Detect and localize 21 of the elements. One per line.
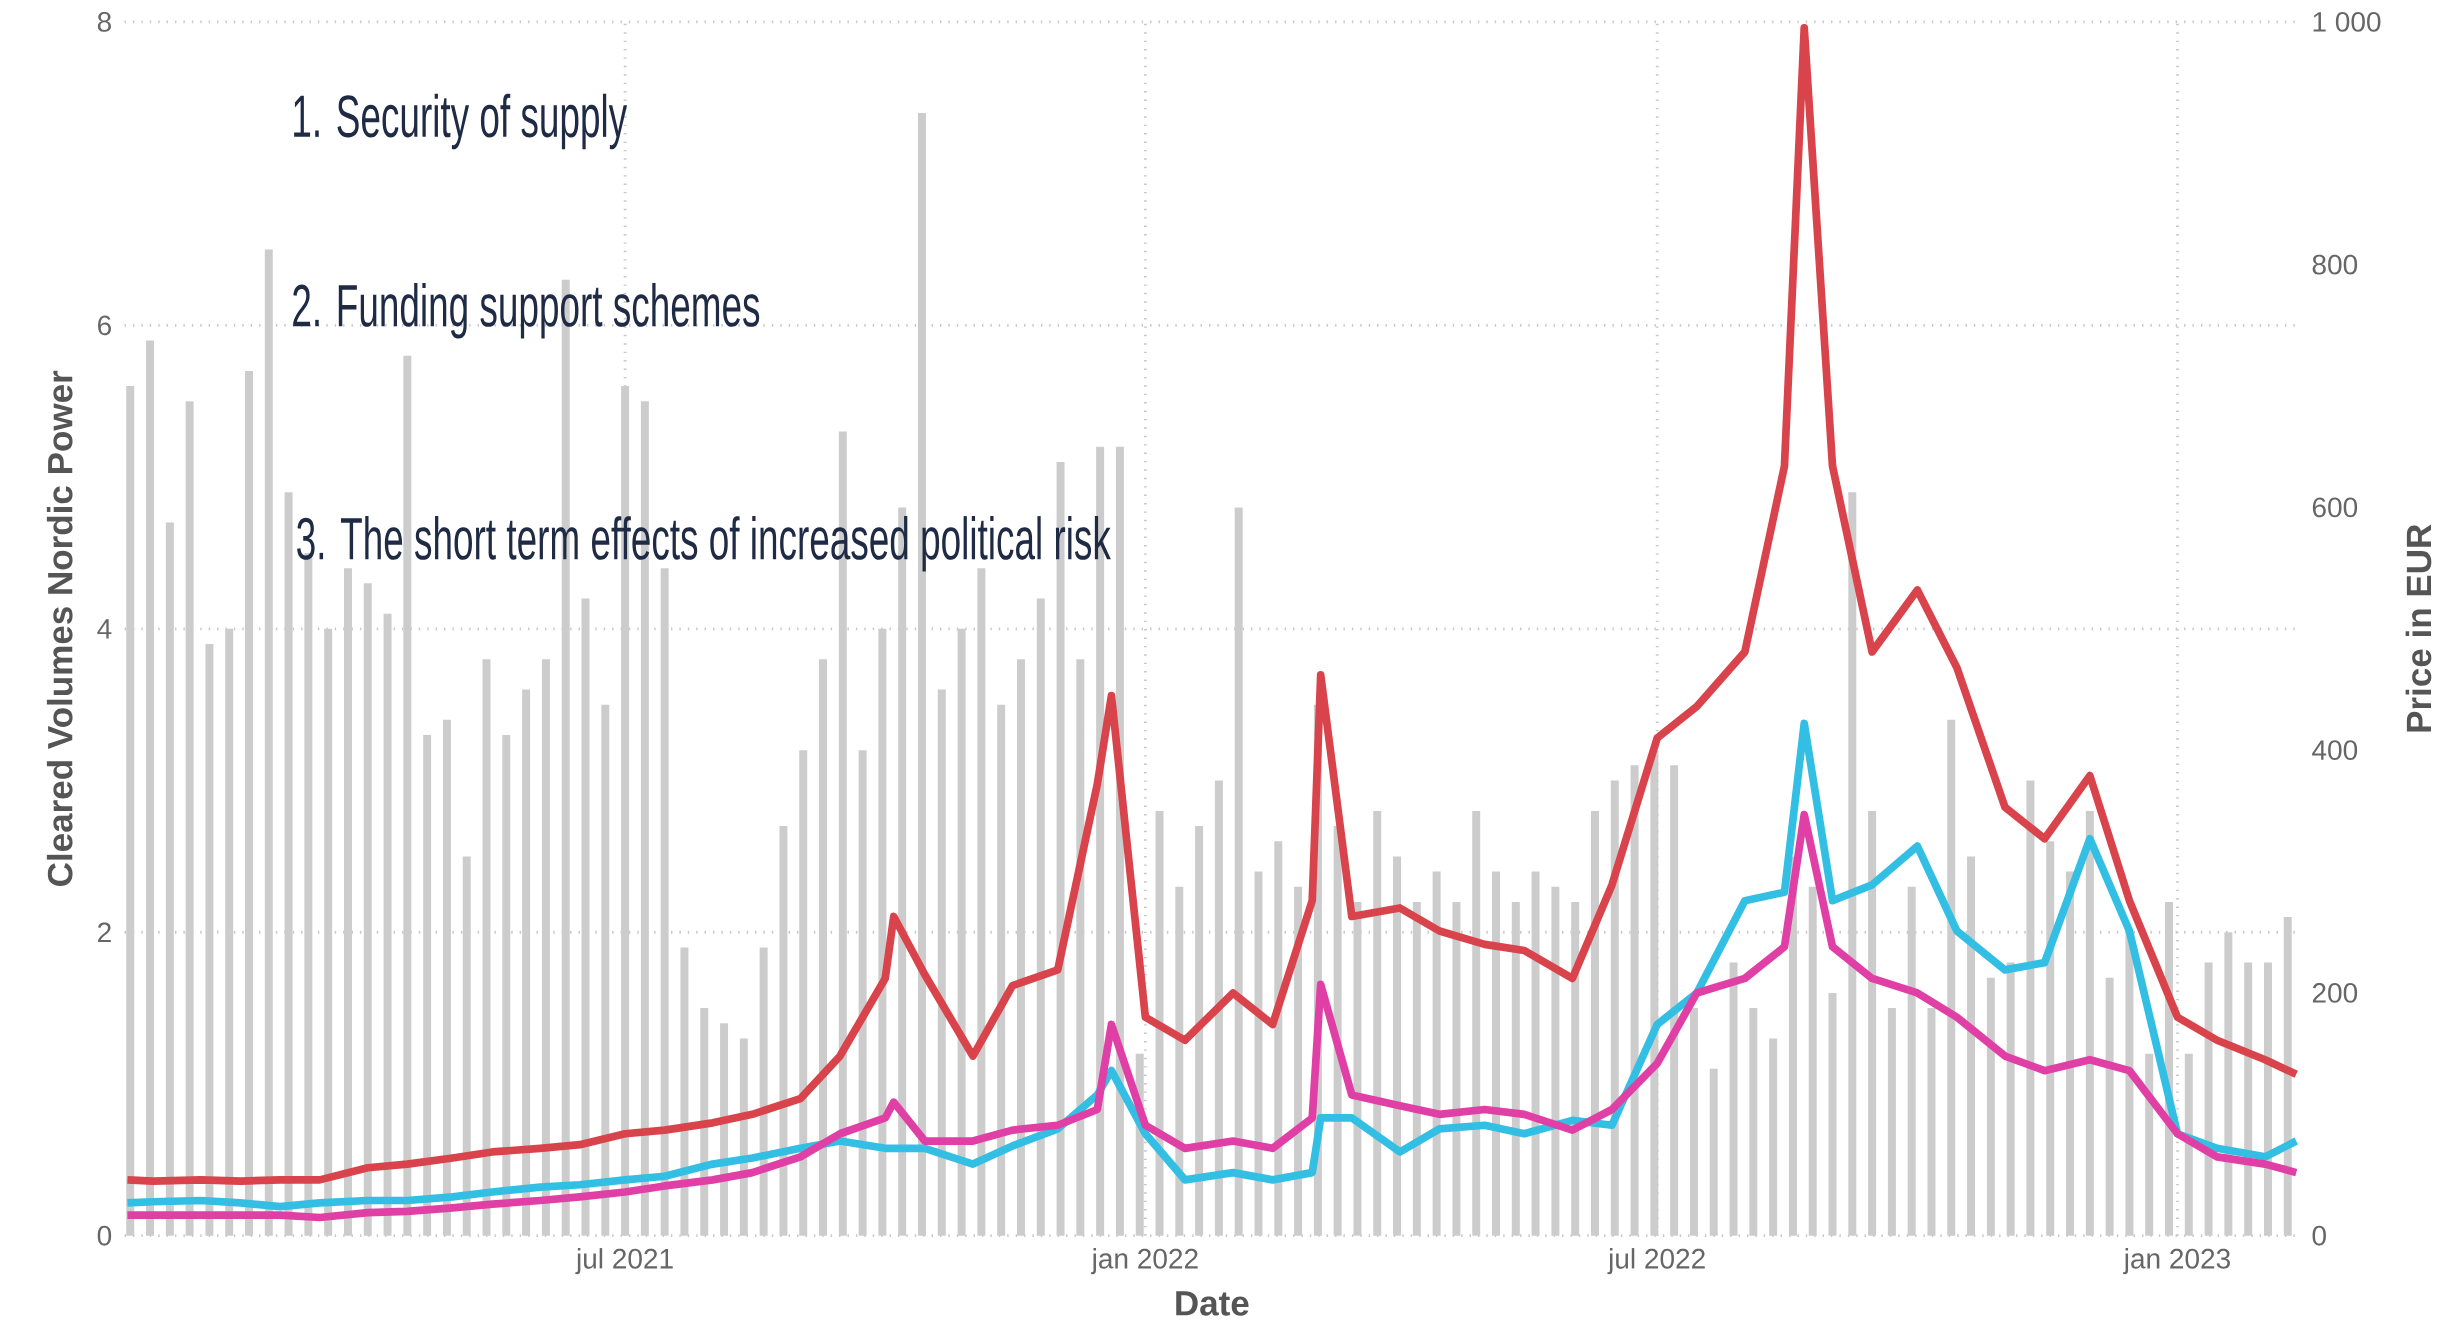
y-axis-title: Cleared Volumes Nordic Power	[46, 370, 73, 886]
annotation: 3. The short term effects of increased political risk	[297, 515, 1111, 572]
annotation: 2. Funding support schemes	[293, 282, 760, 339]
x-tick-label: jan 2022	[1090, 1247, 1198, 1275]
x-tick-label: jan 2023	[2123, 1247, 2230, 1275]
y2-tick-label: 800	[2312, 254, 2358, 275]
y-tick-label: 2	[98, 922, 111, 942]
y-tick-label: 4	[97, 619, 112, 639]
x-tick-label: jul 2021	[575, 1247, 673, 1275]
y2-axis-title: Price in EUR	[2405, 524, 2432, 732]
y2-tick-label: 600	[2312, 497, 2358, 518]
y2-tick-label: 1 000	[2313, 11, 2381, 32]
annotation: 1. Security of supply	[294, 93, 628, 150]
y2-tick-label: 200	[2312, 982, 2358, 1003]
y2-tick-label: 0	[2312, 1225, 2326, 1246]
y-tick-label: 6	[98, 315, 111, 336]
y-tick-label: 0	[97, 1225, 112, 1246]
x-tick-label: jul 2022	[1607, 1247, 1705, 1275]
x-axis-title: Date	[1176, 1291, 1249, 1316]
y2-tick-label: 400	[2312, 740, 2358, 760]
y-tick-label: 8	[97, 11, 111, 32]
